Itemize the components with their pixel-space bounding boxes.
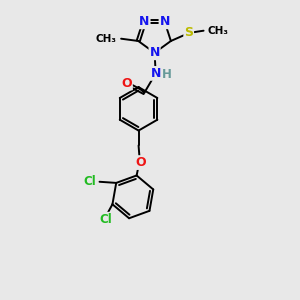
Text: N: N bbox=[149, 46, 160, 59]
Text: CH₃: CH₃ bbox=[95, 34, 116, 44]
Text: Cl: Cl bbox=[99, 213, 112, 226]
Text: CH₃: CH₃ bbox=[207, 26, 228, 36]
Text: N: N bbox=[151, 67, 161, 80]
Text: O: O bbox=[122, 76, 132, 89]
Text: S: S bbox=[184, 26, 193, 40]
Text: N: N bbox=[160, 15, 170, 28]
Text: O: O bbox=[136, 156, 146, 169]
Text: H: H bbox=[162, 68, 172, 81]
Text: N: N bbox=[139, 15, 150, 28]
Text: Cl: Cl bbox=[83, 175, 96, 188]
